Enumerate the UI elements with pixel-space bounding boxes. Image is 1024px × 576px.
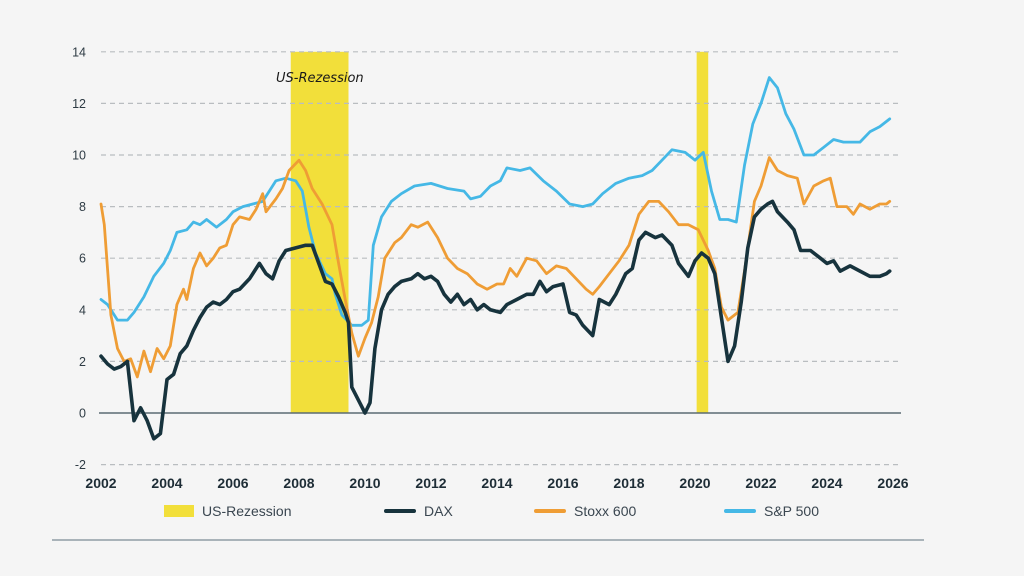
x-tick-label: 2002 [85,475,116,491]
series-line-stoxx-600 [99,156,892,379]
y-tick-label: 2 [79,355,86,369]
legend-item-stoxx-600: Stoxx 600 [534,503,636,519]
x-tick-label: 2014 [481,475,512,491]
x-tick-label: 2022 [745,475,776,491]
recession-band [696,51,709,414]
legend-swatch-recession [164,505,194,517]
y-tick-label: 10 [72,149,86,163]
series-lines [99,76,892,441]
y-tick-label: 12 [72,97,86,111]
x-tick-label: 2012 [415,475,446,491]
series-line-dax [99,199,892,441]
legend-item-dax: DAX [384,503,453,519]
y-tick-label: 4 [79,303,86,317]
y-tick-label: -2 [75,458,86,472]
x-tick-label: 2024 [811,475,842,491]
legend-label: US-Rezession [202,503,292,519]
legend-swatch-stoxx [534,509,566,513]
x-tick-label: 2006 [217,475,248,491]
x-tick-label: 2020 [679,475,710,491]
x-tick-label: 2016 [547,475,578,491]
legend-label: DAX [424,503,453,519]
y-axis: -2 0 2 4 6 8 10 12 14 [72,45,86,472]
series-line-s-p-500 [99,76,892,327]
y-tick-label: 6 [79,252,86,266]
y-tick-label: 8 [79,200,86,214]
legend-swatch-dax [384,509,416,513]
legend-label: Stoxx 600 [574,503,637,519]
x-tick-label: 2018 [613,475,644,491]
recession-band [290,51,349,414]
legend-label: S&P 500 [764,503,820,519]
x-tick-label: 2010 [349,475,380,491]
y-tick-label: 14 [72,45,86,59]
recession-annotation: US-Rezession [276,71,364,86]
x-tick-label: 2026 [877,475,908,491]
bottom-divider [52,539,924,541]
gridlines [99,51,901,466]
x-axis: 2002 2004 2006 2008 2010 2012 2014 2016 2018 2020… [85,475,908,491]
legend: US-Rezession DAX Stoxx 600 S&P 500 [0,503,1024,527]
legend-item-us-rezession: US-Rezession [164,503,291,519]
recession-bands [290,51,709,414]
x-tick-label: 2004 [151,475,182,491]
legend-item-sp-500: S&P 500 [724,503,819,519]
x-tick-label: 2008 [283,475,314,491]
legend-swatch-sp500 [724,509,756,513]
y-tick-label: 0 [79,407,86,421]
